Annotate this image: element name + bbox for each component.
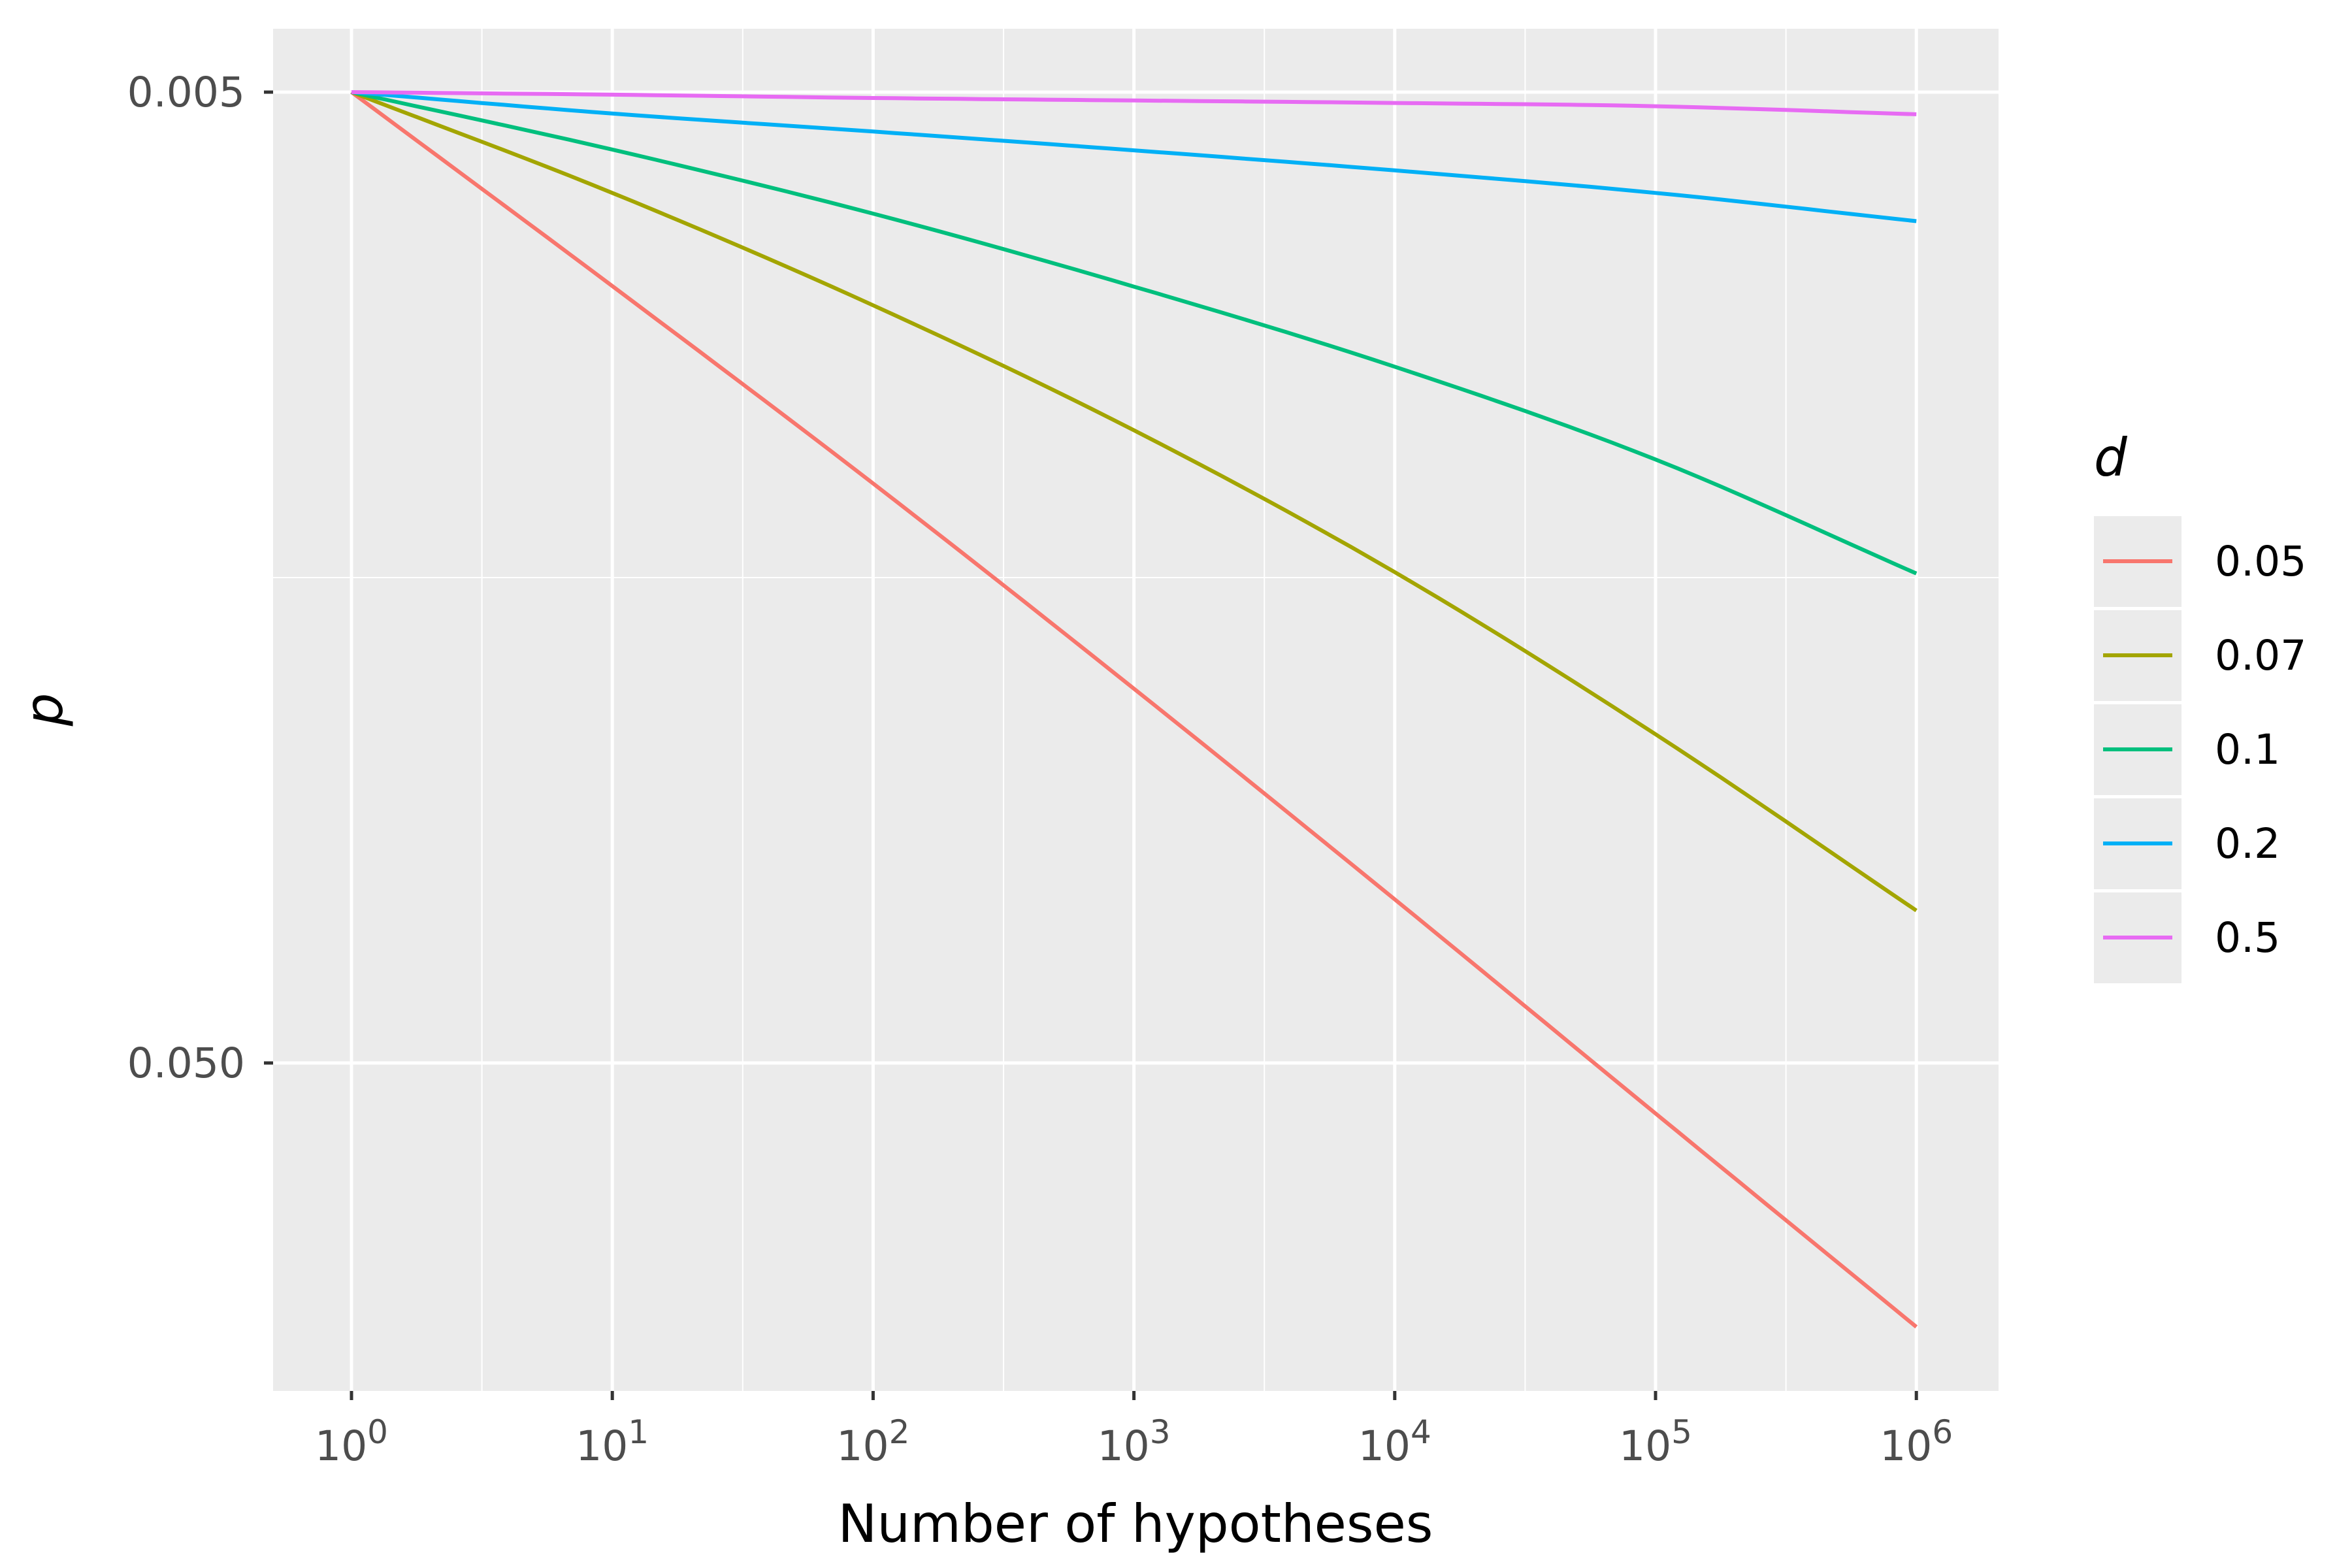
series-line-0.07 (350, 90, 1918, 913)
x-tick-base: 10 (1358, 1422, 1411, 1470)
x-tick-exponent: 3 (1150, 1413, 1171, 1451)
x-axis-title: Number of hypotheses (838, 1494, 1433, 1554)
grid-major (273, 29, 1999, 1391)
legend-title: d (2094, 427, 2128, 488)
series-line-0.5 (351, 90, 1917, 116)
series-line-0.05 (350, 90, 1918, 1329)
x-tick-label: 101 (576, 1413, 649, 1470)
x-tick-exponent: 1 (628, 1413, 649, 1451)
legend: d 0.05 0.07 0.1 0.2 0.5 (2094, 427, 2306, 983)
x-tick-base: 10 (1619, 1422, 1671, 1470)
legend-label-0.07: 0.07 (2215, 632, 2306, 679)
legend-label-0.5: 0.5 (2215, 914, 2280, 962)
y-tick-label: 0.050 (127, 1039, 245, 1087)
y-axis-ticks: 0.005 0.050 (127, 69, 273, 1087)
x-tick-label: 106 (1880, 1413, 1953, 1470)
y-axis-title: p (14, 693, 74, 727)
series-line-0.1 (351, 90, 1918, 576)
legend-items: 0.05 0.07 0.1 0.2 0.5 (2094, 516, 2306, 983)
x-tick-base: 10 (1098, 1422, 1150, 1470)
x-tick-exponent: 6 (1932, 1413, 1953, 1451)
legend-label-0.1: 0.1 (2215, 726, 2280, 774)
series-line-0.2 (351, 90, 1917, 223)
x-tick-label: 100 (315, 1413, 388, 1470)
plot-panel (273, 29, 1999, 1391)
y-tick-label: 0.005 (127, 69, 245, 116)
x-tick-label: 103 (1098, 1413, 1171, 1470)
x-tick-exponent: 2 (889, 1413, 910, 1451)
x-tick-base: 10 (1880, 1422, 1932, 1470)
x-tick-label: 104 (1358, 1413, 1431, 1470)
x-tick-base: 10 (315, 1422, 367, 1470)
x-tick-label: 102 (836, 1413, 909, 1470)
x-tick-exponent: 4 (1411, 1413, 1431, 1451)
x-tick-exponent: 5 (1671, 1413, 1692, 1451)
x-tick-exponent: 0 (367, 1413, 388, 1451)
grid-minor (273, 29, 1999, 1391)
x-tick-label: 105 (1619, 1413, 1692, 1470)
series-lines (350, 90, 1918, 1329)
x-axis-ticks: 100 101 102 103 104 105 106 (315, 1391, 1953, 1470)
x-tick-base: 10 (576, 1422, 628, 1470)
legend-label-0.05: 0.05 (2215, 538, 2306, 585)
x-tick-base: 10 (836, 1422, 889, 1470)
legend-label-0.2: 0.2 (2215, 820, 2280, 868)
